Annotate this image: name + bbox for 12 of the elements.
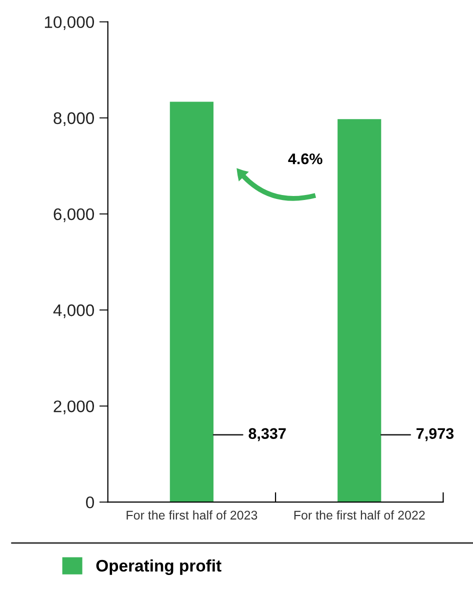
y-tick-label: 8,000 <box>54 112 94 126</box>
y-tick-label: 4,000 <box>53 304 94 318</box>
y-tick-label: 2,000 <box>54 400 94 414</box>
y-tick-label: 0 <box>86 496 94 508</box>
data-label: 8,337 <box>248 428 286 442</box>
x-tick-label: For the first half of 2022 <box>294 510 425 520</box>
data-label: 7,973 <box>416 428 454 442</box>
legend-label: Operating profit <box>96 559 222 575</box>
y-tick-label: 6,000 <box>54 208 94 222</box>
annotation: 4.6% <box>288 153 322 164</box>
y-tick-label: 10,000 <box>44 16 94 30</box>
x-tick-label: For the first half of 2023 <box>126 510 258 520</box>
